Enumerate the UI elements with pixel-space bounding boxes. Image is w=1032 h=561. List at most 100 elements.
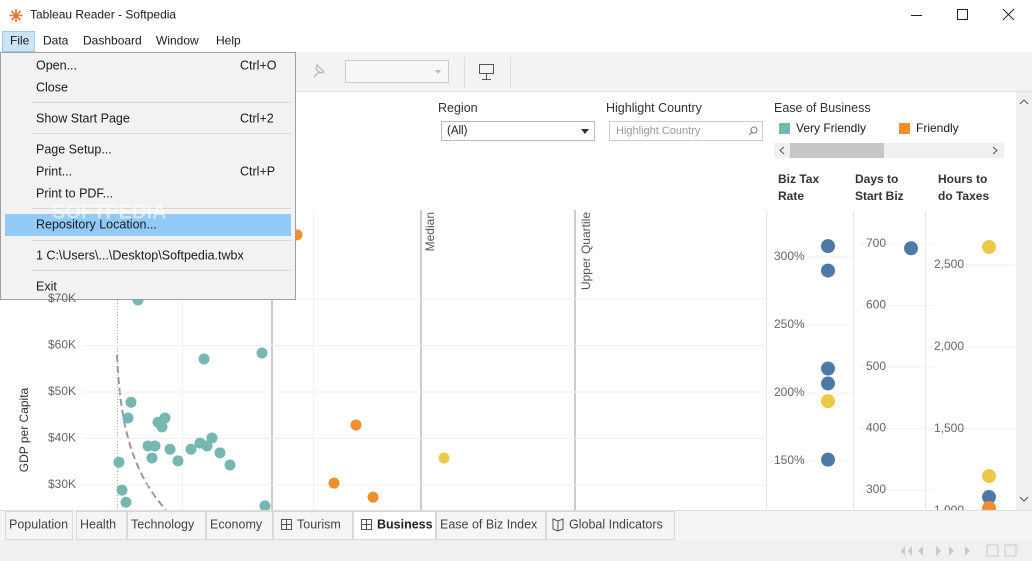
menu-help[interactable]: Help — [216, 34, 241, 48]
tab-label[interactable]: Population — [9, 517, 68, 531]
menu-item[interactable]: Page Setup... — [36, 142, 112, 156]
scatter-point — [146, 452, 158, 464]
tab[interactable] — [436, 511, 546, 540]
menu-window[interactable]: Window — [156, 34, 199, 48]
y-tick-label: 1,000 — [934, 503, 964, 517]
filter-label: Region — [438, 101, 478, 115]
title-bar — [0, 0, 1032, 30]
y-tick-label: 200% — [774, 385, 805, 399]
tab[interactable] — [546, 511, 675, 540]
tab-label[interactable]: Tourism — [297, 517, 341, 531]
strip-point — [821, 239, 835, 254]
tab[interactable] — [127, 511, 206, 540]
tab-label[interactable]: Ease of Biz Index — [440, 517, 538, 531]
strip-point — [821, 452, 835, 467]
tab-icon — [552, 518, 564, 532]
menu-item[interactable]: Repository Location... — [36, 217, 157, 231]
column-header: do Taxes — [938, 189, 989, 203]
scatter-point — [256, 347, 268, 359]
scatter-point — [116, 484, 128, 496]
y-tick-label: 1,500 — [934, 421, 964, 435]
y-axis-title: GDP per Capita — [17, 387, 31, 472]
menu-item[interactable]: Print to PDF... — [36, 186, 113, 200]
scatter-point — [438, 452, 450, 464]
reference-line-label: Median — [423, 212, 437, 251]
y-tick-label: 2,000 — [934, 339, 964, 353]
maximize-button[interactable] — [957, 9, 968, 20]
menu-item-highlight — [5, 214, 291, 236]
filter-label: Highlight Country — [606, 101, 703, 115]
presentation-button[interactable] — [479, 64, 494, 80]
tab-icon — [361, 519, 372, 530]
y-tick-label: 600 — [866, 298, 886, 312]
scatter-point — [120, 496, 132, 508]
menu-item[interactable]: Close — [36, 80, 68, 94]
scatter-point — [224, 459, 236, 471]
region-dropdown[interactable] — [441, 121, 595, 141]
highlight-input[interactable] — [609, 121, 763, 141]
menu-item[interactable]: Show Start Page — [36, 111, 130, 125]
scatter-point — [367, 491, 379, 503]
scatter-point — [198, 353, 210, 365]
app-icon — [9, 9, 23, 22]
tab-label[interactable]: Business — [377, 517, 433, 531]
y-tick-label: $30K — [48, 477, 76, 491]
tab[interactable] — [5, 511, 73, 540]
y-tick-label: 150% — [774, 453, 805, 467]
legend-title: Ease of Business — [774, 101, 871, 115]
menu-item[interactable]: Print... — [36, 164, 72, 178]
vertical-scrollbar[interactable] — [1016, 92, 1032, 510]
strip-point — [982, 239, 996, 254]
close-button[interactable] — [1002, 8, 1015, 21]
strip-point — [821, 376, 835, 391]
y-tick-label: 250% — [774, 317, 805, 331]
highlight-placeholder[interactable]: Highlight Country — [616, 125, 701, 137]
tab-label[interactable]: Economy — [210, 517, 263, 531]
tab-icon — [281, 519, 292, 530]
column-header: Biz Tax — [778, 172, 819, 186]
scatter-point — [259, 500, 271, 510]
tab-icon-part — [281, 519, 292, 530]
y-tick-label: 300 — [866, 482, 886, 496]
scatter-point — [164, 443, 176, 455]
region-value[interactable]: (All) — [447, 125, 468, 137]
strip-point — [821, 361, 835, 376]
tab[interactable] — [206, 511, 273, 540]
y-tick-label: 700 — [866, 236, 886, 250]
scatter-point — [113, 456, 125, 468]
reference-line-label: Upper Quartile — [579, 212, 593, 290]
menu-item[interactable]: Exit — [36, 279, 57, 293]
strip-point — [821, 263, 835, 278]
y-tick-label: $40K — [48, 431, 76, 445]
column-header: Hours to — [938, 172, 987, 186]
y-tick-label: $50K — [48, 384, 76, 398]
column-header: Days to — [855, 172, 898, 186]
menu-panel — [0, 52, 296, 300]
menu-dashboard[interactable]: Dashboard — [83, 34, 142, 48]
tab[interactable] — [76, 511, 127, 540]
scatter-point — [328, 477, 340, 489]
scatter-point — [214, 447, 226, 459]
menu-item[interactable]: Open... — [36, 58, 77, 72]
y-tick-label: 400 — [866, 421, 886, 435]
tab-label[interactable]: Global Indicators — [569, 517, 663, 531]
menu-item[interactable]: 1 C:\Users\...\Desktop\Softpedia.twbx — [36, 248, 244, 262]
strip-point — [982, 490, 996, 505]
strip-point — [982, 469, 996, 484]
tab[interactable] — [353, 511, 436, 540]
window-controls[interactable] — [911, 8, 1015, 21]
toolbar-dropdown[interactable] — [345, 60, 449, 83]
menu-file[interactable]: File — [10, 34, 30, 48]
page-navigation[interactable] — [901, 544, 1017, 557]
tab-label[interactable]: Health — [80, 517, 116, 531]
strip-point — [982, 501, 996, 510]
scatter-point — [206, 432, 218, 444]
pin-button[interactable] — [313, 64, 325, 78]
legend-swatch — [899, 123, 910, 134]
scatter-point — [125, 396, 137, 408]
menu-bar — [0, 30, 1032, 52]
y-tick-label: $60K — [48, 338, 76, 352]
menu-data[interactable]: Data — [43, 34, 69, 48]
tab-label[interactable]: Technology — [131, 517, 195, 531]
